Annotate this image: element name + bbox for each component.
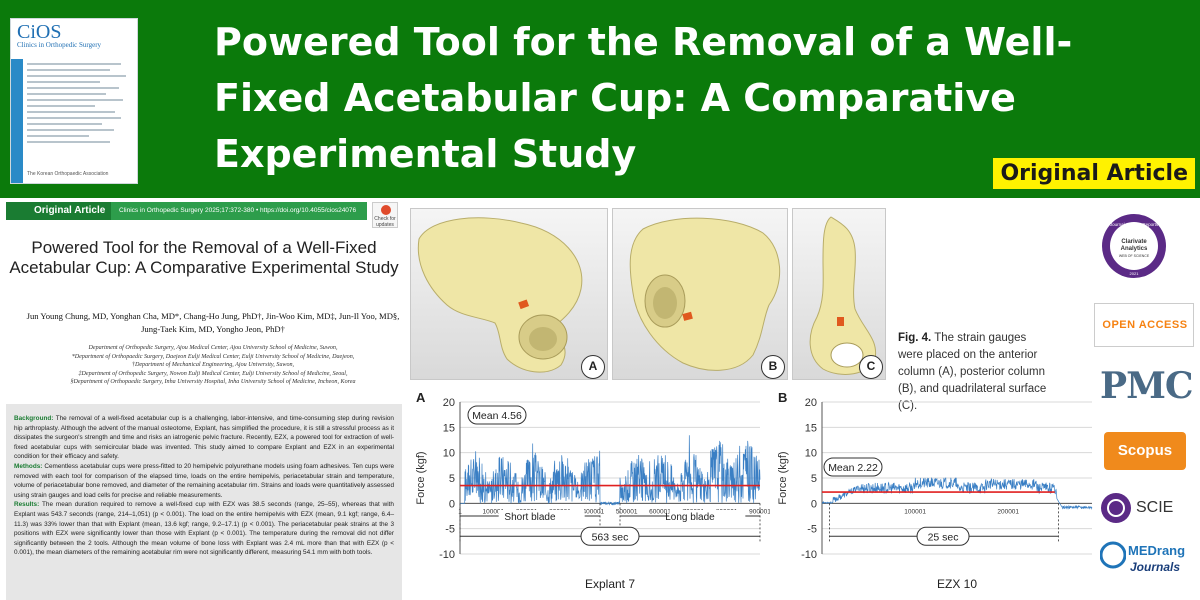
figure-panel-b: B: [612, 208, 788, 380]
y-tick-label: 15: [443, 422, 455, 434]
panel-label-b: B: [761, 355, 785, 379]
y-tick-label: 5: [449, 473, 455, 485]
x-tick-label: 400001: [582, 508, 604, 515]
article-first-page: Original Article Clinics in Orthopedic S…: [6, 202, 402, 600]
article-authors: Jun Young Chung, MD, Yonghan Cha, MD*, C…: [26, 311, 400, 334]
jcr-year: 2021: [1129, 271, 1139, 276]
mean-label-box: [823, 457, 883, 477]
open-access-logo: OPEN ACCESS: [1094, 303, 1194, 347]
cover-logo: CiOS: [17, 21, 62, 43]
duration-box: [916, 526, 970, 546]
y-tick-label: 5: [811, 473, 817, 485]
x-tick-label: 100001: [904, 508, 926, 515]
y-tick-label: 20: [443, 397, 455, 409]
short-blade-label: Short blade: [504, 512, 556, 523]
section-label: Original Article: [6, 202, 111, 220]
scie-logo: SCIE: [1100, 492, 1190, 526]
x-tick-label: 200001: [997, 508, 1019, 515]
article-title: Powered Tool for the Removal of a Well-F…: [9, 238, 399, 277]
clarivate-text: Clarivate Analytics: [1120, 239, 1148, 252]
long-blade-bg: [669, 510, 746, 522]
abstract-background: The removal of a well-fixed acetabular c…: [14, 415, 394, 461]
long-blade-label: Long blade: [665, 512, 715, 523]
article-affiliations: Department of Orthopedic Surgery, Ajou M…: [26, 344, 400, 387]
abstract-results: The mean duration required to remove a w…: [14, 501, 394, 557]
y-tick-label: 10: [443, 448, 455, 460]
chart-panel-label: A: [416, 390, 426, 405]
medrang-icon: [1099, 541, 1127, 569]
figure-panel-a: A: [410, 208, 608, 380]
y-tick-label: -10: [801, 549, 817, 561]
affiliation-line: §Department of Orthopaedic Surgery, Inha…: [70, 379, 356, 386]
abstract-background-label: Background:: [14, 415, 54, 422]
headline-title: Powered Tool for the Removal of a Well-F…: [214, 20, 1073, 176]
abstract-methods-label: Methods:: [14, 462, 43, 470]
affiliation-line: †Department of Mechanical Engineering, A…: [131, 362, 295, 369]
abstract-box: Background: The removal of a well-fixed …: [6, 404, 402, 600]
y-tick-label: 15: [805, 422, 817, 434]
header-banner: CiOS Clinics in Orthopedic Surgery The K…: [0, 0, 1200, 198]
abstract-results-label: Results:: [14, 501, 40, 509]
scie-text: SCIE: [1136, 499, 1174, 516]
medrang-sub: Journals: [1130, 560, 1181, 574]
mean-label: Mean 2.22: [828, 462, 878, 474]
journal-cover-image: CiOS Clinics in Orthopedic Surgery The K…: [10, 18, 138, 184]
force-chart-ezx: B -10 -5 0 5 10 15 20 Force (kgf) 100001 200001 Mea…: [777, 390, 1093, 591]
abstract-methods: Cementless acetabular cups were press-fi…: [14, 462, 395, 499]
mean-label: Mean 4.56: [472, 410, 522, 422]
scie-icon: [1101, 493, 1131, 523]
x-tick-label: 900001: [749, 508, 770, 515]
medrang-text: MEDrang: [1128, 543, 1186, 558]
cover-subtitle: Clinics in Orthopedic Surgery: [17, 41, 102, 49]
x-tick-label: 500001: [616, 508, 638, 515]
chart-panel-label: B: [778, 390, 787, 405]
y-tick-label: 20: [805, 397, 817, 409]
force-signal-line: [821, 477, 1093, 510]
y-axis-label: Force (kgf): [415, 451, 427, 504]
scopus-logo: Scopus: [1104, 432, 1186, 470]
journal-citation-reports-logo: Journal Citation Reports Clarivate Analy…: [1100, 212, 1168, 280]
journal-citation-line: Clinics in Orthopedic Surgery 2025;17:37…: [111, 202, 367, 220]
y-tick-label: 10: [805, 448, 817, 460]
duration-label: 563 sec: [592, 531, 629, 543]
x-axis-label: EZX 10: [937, 577, 977, 591]
x-tick-label: 600001: [649, 508, 671, 515]
figure-panel-c: C: [792, 208, 886, 380]
y-tick-label: -5: [445, 524, 455, 536]
pmc-text: PMC: [1100, 365, 1194, 407]
pmc-logo: PMC: [1100, 365, 1194, 413]
check-for-updates-icon[interactable]: Check for updates: [372, 202, 398, 228]
figure-caption-label: Fig. 4.: [898, 332, 932, 344]
scopus-text: Scopus: [1117, 442, 1173, 459]
duration-label: 25 sec: [928, 531, 959, 543]
duration-box: [580, 526, 640, 546]
affiliation-line: *Department of Orthopaedic Surgery, Daej…: [71, 353, 355, 360]
panel-label-c: C: [859, 355, 883, 379]
y-tick-label: -10: [439, 549, 455, 561]
pelvis-posterior-image: [629, 217, 781, 371]
y-tick-label: 0: [449, 498, 455, 510]
affiliation-line: ‡Department of Orthopedic Surgery, Nowon…: [78, 370, 348, 377]
figure-caption-text: The strain gauges were placed on the ant…: [898, 332, 1047, 412]
jcr-label: Journal Citation Reports: [1109, 222, 1159, 227]
short-blade-bg: [498, 510, 585, 522]
x-axis-label: Explant 7: [585, 577, 635, 591]
force-signal-line: [460, 435, 761, 506]
affiliation-line: Department of Orthopedic Surgery, Ajou M…: [88, 345, 338, 351]
panel-label-a: A: [581, 355, 605, 379]
original-article-badge: Original Article: [993, 158, 1195, 189]
wos-text: WEB OF SCIENCE: [1118, 254, 1150, 258]
y-tick-label: -5: [807, 524, 817, 536]
y-axis-label: Force (kgf): [777, 451, 789, 504]
cover-publisher: The Korean Orthopaedic Association: [27, 171, 109, 177]
mean-label-box: [467, 405, 527, 425]
y-tick-label: 0: [811, 498, 817, 510]
pelvis-quadrilateral-image: [809, 216, 877, 375]
figure-caption: Fig. 4. The strain gauges were placed on…: [898, 330, 1048, 415]
x-tick-label: 100001: [482, 508, 504, 515]
pelvis-anterior-image: [417, 217, 583, 373]
medrang-logo: MEDrang Journals: [1099, 540, 1196, 586]
open-access-text: OPEN ACCESS: [1102, 319, 1188, 331]
